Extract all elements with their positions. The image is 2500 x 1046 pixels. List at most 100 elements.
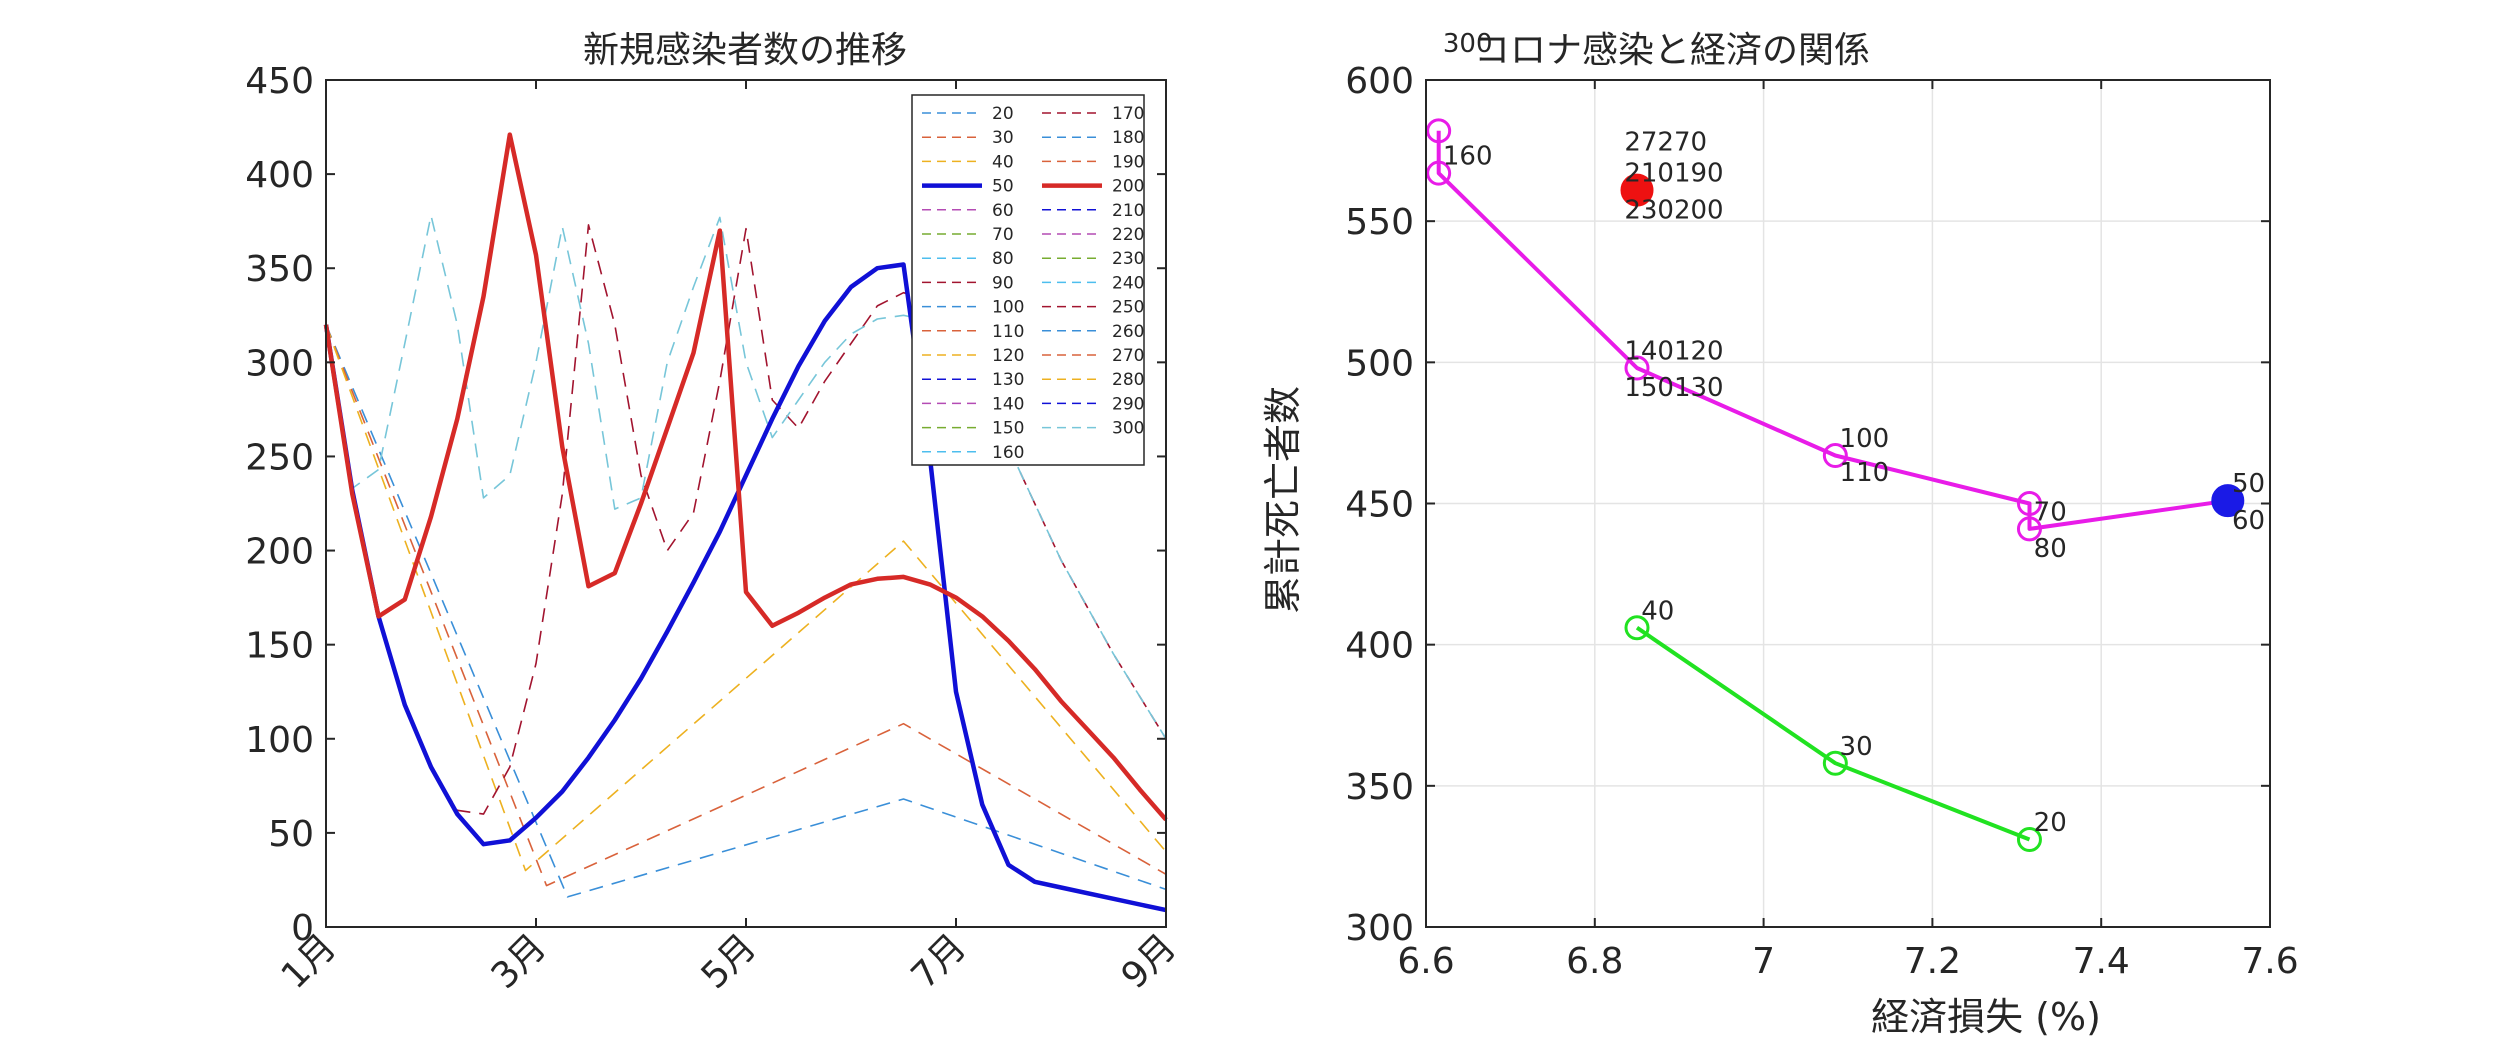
legend-label-110: 110 [992, 322, 1024, 342]
right-x-tick-label: 6.8 [1566, 941, 1623, 982]
left-y-tick-label: 300 [245, 343, 314, 384]
legend-label-90: 90 [992, 273, 1014, 293]
legend-label-40: 40 [992, 152, 1014, 172]
left-y-tick-label: 0 [291, 908, 314, 949]
right-axes-group: 300 350 400 450 500 550 600 6.6 6.8 7 7.2 7.4 7.6 [1345, 61, 2298, 982]
right-marker [2016, 826, 2042, 852]
point-label: 60 [2232, 506, 2265, 536]
right-marker [1426, 118, 1452, 144]
right-lines-group [1426, 118, 2245, 852]
legend-label-180: 180 [1112, 128, 1144, 148]
legend-label-250: 250 [1112, 298, 1144, 318]
point-label: 80 [2034, 534, 2067, 564]
left-y-tick-label: 350 [245, 249, 314, 290]
point-label: 110 [1840, 458, 1890, 488]
point-label: 27270 [1624, 128, 1707, 158]
legend-label-210: 210 [1112, 201, 1144, 221]
legend-label-220: 220 [1112, 225, 1144, 245]
point-label: 100 [1840, 424, 1890, 454]
series-line-40 [325, 324, 1167, 872]
point-label: 300 [1443, 29, 1493, 59]
right-x-tick-label: 7.2 [1904, 941, 1961, 982]
right-y-tick-label: 550 [1345, 202, 1414, 243]
legend-label-230: 230 [1112, 249, 1144, 269]
legend-label-290: 290 [1112, 394, 1144, 414]
left-y-tick-label: 200 [245, 532, 314, 573]
right-y-tick-label: 450 [1345, 485, 1414, 526]
point-label: 20 [2034, 808, 2067, 838]
left-series-group [323, 132, 1168, 913]
right-marker [2016, 516, 2042, 542]
right-chart-title: コロナ感染と経済の関係 [1474, 30, 1870, 71]
point-label: 40 [1641, 596, 1674, 626]
left-x-tick-label: 9月 [1114, 926, 1185, 997]
point-label: 30 [1840, 732, 1873, 762]
left-y-tick-label: 150 [245, 626, 314, 667]
right-marker [1426, 160, 1452, 186]
left-legend-box [911, 94, 1145, 466]
legend-label-200: 200 [1112, 177, 1144, 197]
legend-label-160: 160 [992, 443, 1024, 463]
series-line-200 [323, 132, 1168, 822]
right-marker [1624, 355, 1650, 381]
legend-label-270: 270 [1112, 346, 1144, 366]
point-label: 70 [2034, 497, 2067, 527]
right-grid [1425, 79, 2271, 928]
right-highlight-point [1620, 173, 1654, 207]
legend-label-20: 20 [992, 104, 1014, 124]
right-y-axis-label: 累計死亡者数 [1261, 386, 1305, 614]
right-y-tick-label: 500 [1345, 343, 1414, 384]
right-highlight-point [2211, 484, 2245, 518]
right-x-tick-label: 7 [1752, 941, 1775, 982]
left-x-tick-label: 5月 [694, 926, 765, 997]
left-y-tick-label: 50 [268, 814, 314, 855]
right-y-tick-label: 600 [1345, 61, 1414, 102]
left-x-tick-label: 7月 [904, 926, 975, 997]
right-x-tick-label: 6.6 [1397, 941, 1454, 982]
left-legend: 20 30 40 50 60 70 80 90 100 110 120 130 140 150 160 170… [911, 94, 1145, 466]
right-y-tick-label: 350 [1345, 767, 1414, 808]
legend-label-150: 150 [992, 419, 1024, 439]
legend-label-50: 50 [992, 177, 1014, 197]
point-label: 210190 [1624, 159, 1723, 189]
right-marker [2016, 491, 2042, 516]
right-marker [1624, 615, 1650, 641]
left-y-tick-label: 450 [245, 61, 314, 102]
legend-label-60: 60 [992, 201, 1014, 221]
right-marker [1822, 750, 1848, 776]
right-x-tick-label: 7.6 [2241, 941, 2298, 982]
legend-label-130: 130 [992, 370, 1024, 390]
right-y-tick-label: 300 [1345, 908, 1414, 949]
series-line-20 [325, 324, 1167, 898]
legend-label-30: 30 [992, 128, 1014, 148]
point-label: 150130 [1624, 373, 1723, 403]
left-y-tick-label: 100 [245, 720, 314, 761]
right-point-labels: 20 30 40 50 60 70 80 100 110 140120 150130 160 27270… [1443, 29, 2265, 838]
point-label: 50 [2232, 469, 2265, 499]
legend-label-100: 100 [992, 298, 1024, 318]
right-x-axis-label: 経済損失 (%) [1871, 995, 2101, 1039]
left-y-tick-label: 400 [245, 155, 314, 196]
legend-label-170: 170 [1112, 104, 1144, 124]
left-chart-title: 新規感染者数の推移 [583, 30, 907, 71]
left-x-tick-label: 1月 [274, 926, 345, 997]
point-label: 230200 [1624, 195, 1723, 225]
legend-label-120: 120 [992, 346, 1024, 366]
legend-label-140: 140 [992, 394, 1024, 414]
covid-economy-chart: コロナ感染と経済の関係 300 350 400 450 500 550 600 6.6 6.8 7… [1261, 29, 2299, 1039]
right-x-tick-label: 7.4 [2073, 941, 2130, 982]
legend-label-280: 280 [1112, 370, 1144, 390]
legend-label-70: 70 [992, 225, 1014, 245]
legend-label-240: 240 [1112, 273, 1144, 293]
right-marker [1822, 443, 1848, 469]
series-line-30 [325, 324, 1167, 887]
series-line-50 [323, 262, 1167, 913]
left-y-tick-label: 250 [245, 437, 314, 478]
point-label: 160 [1443, 142, 1493, 172]
right-line-1 [1436, 130, 2229, 531]
left-x-tick-label: 3月 [484, 926, 555, 997]
point-label: 140120 [1624, 337, 1723, 367]
legend-label-260: 260 [1112, 322, 1144, 342]
